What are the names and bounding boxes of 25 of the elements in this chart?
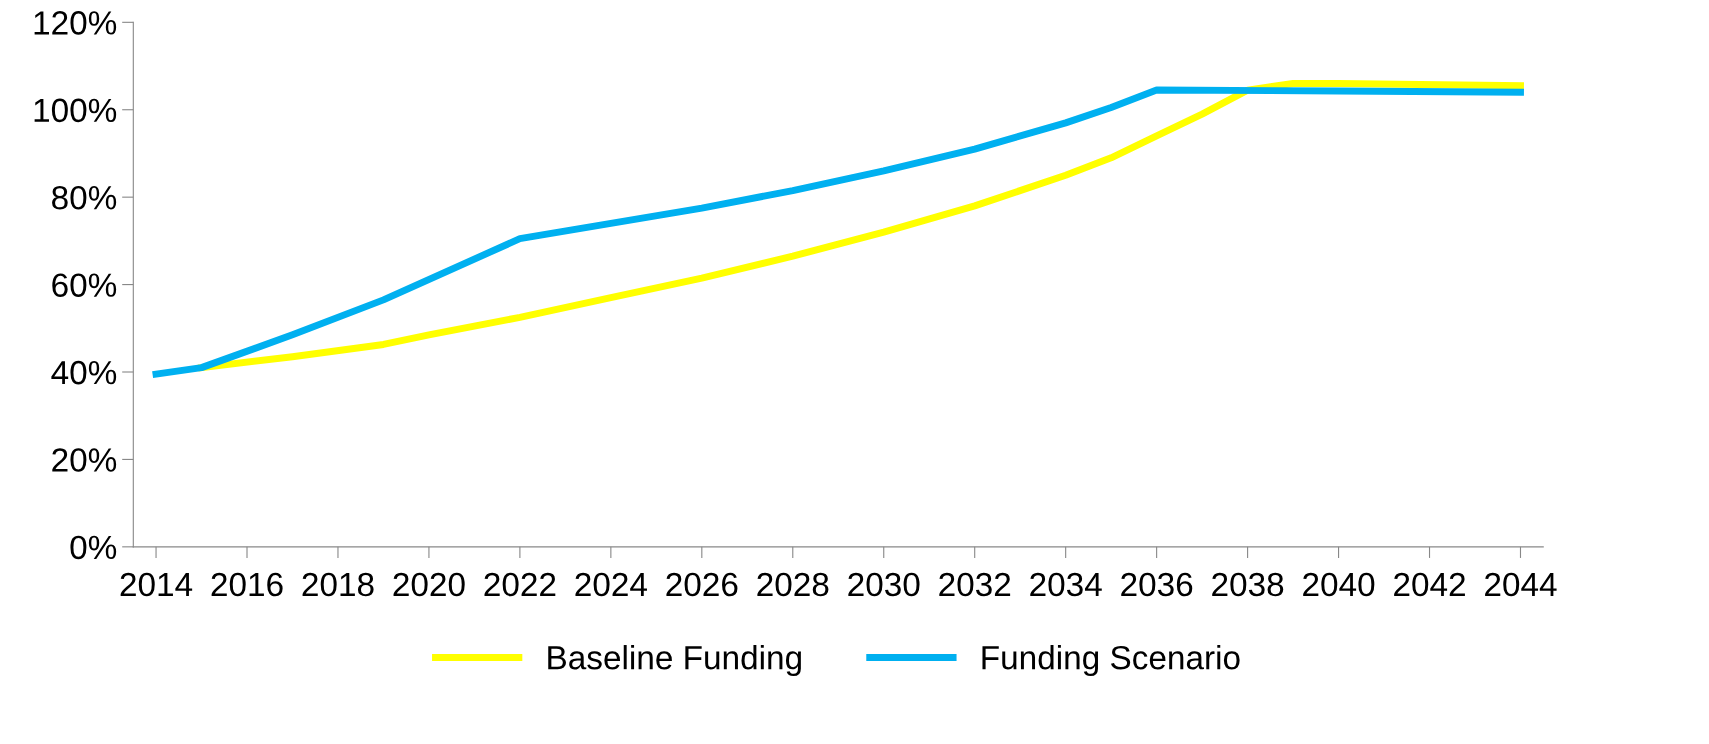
x-tick-label: 2018 <box>302 572 374 597</box>
x-tick-label: 2016 <box>211 572 283 597</box>
x-tick-label: 2040 <box>1303 572 1375 597</box>
x-tick-label: 2032 <box>939 572 1011 597</box>
x-tick-label: 2036 <box>1121 572 1193 597</box>
y-tick-label: 80% <box>52 185 117 210</box>
y-tick-label: 120% <box>34 11 117 35</box>
y-tick-label: 0% <box>70 535 117 560</box>
x-tick-label: 2044 <box>1485 572 1557 597</box>
y-tick-label: 20% <box>52 448 117 472</box>
y-tick-label: 60% <box>52 273 117 297</box>
legend-label: Baseline Funding <box>548 645 801 677</box>
x-tick-label: 2028 <box>757 572 829 597</box>
x-tick-label: 2042 <box>1394 572 1465 597</box>
x-tick-label: 2026 <box>666 572 738 597</box>
x-tick-label: 2020 <box>393 572 465 597</box>
x-tick-label: 2034 <box>1030 572 1102 597</box>
y-tick-label: 100% <box>34 98 117 123</box>
x-tick-label: 2030 <box>848 572 920 597</box>
legend-label: Funding Scenario <box>982 645 1240 677</box>
y-tick-label: 40% <box>51 360 117 385</box>
x-tick-label: 2024 <box>575 572 647 597</box>
x-tick-label: 2038 <box>1212 572 1284 597</box>
x-tick-label: 2014 <box>120 572 193 597</box>
x-tick-label: 2022 <box>484 572 556 597</box>
